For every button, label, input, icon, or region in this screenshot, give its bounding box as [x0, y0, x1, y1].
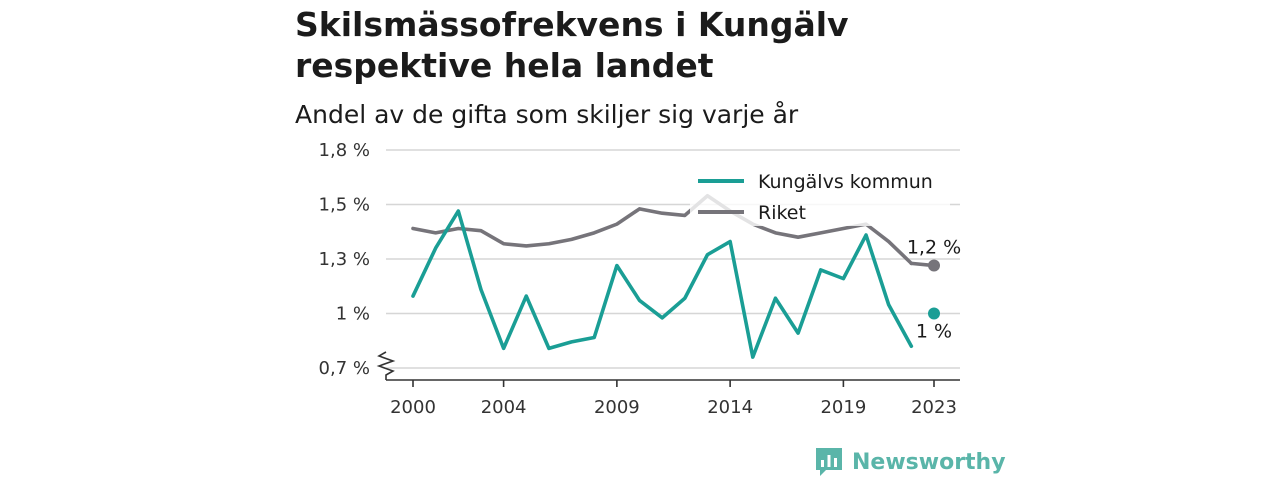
x-tick-label: 2014 — [707, 397, 753, 418]
legend-label-kungalv: Kungälvs kommun — [758, 171, 933, 193]
axis-break-icon — [376, 351, 396, 380]
kungalv-line — [411, 209, 914, 359]
riket-end-point — [928, 259, 940, 272]
y-tick-label: 1 % — [336, 304, 370, 325]
x-tick-label: 2023 — [911, 397, 957, 418]
chart-title: Skilsmässofrekvens i Kungälv respektive … — [295, 5, 849, 85]
x-tick-label: 2004 — [481, 397, 527, 418]
y-tick-label: 0,7 % — [319, 358, 370, 379]
kungalv-end-label: 1 % — [916, 321, 952, 343]
x-axis: 2000 2004 2009 2014 2019 2023 — [386, 379, 960, 418]
chart-subtitle: Andel av de gifta som skiljer sig varje … — [295, 100, 799, 129]
newsworthy-logo: Newsworthy — [814, 446, 1006, 478]
newsworthy-icon — [816, 448, 842, 476]
brand-name: Newsworthy — [852, 449, 1006, 475]
y-axis: 0,7 % 1 % 1,3 % 1,5 % 1,8 % — [319, 140, 396, 380]
y-tick-label: 1,5 % — [319, 195, 370, 216]
x-tick-label: 2000 — [390, 397, 436, 418]
y-tick-label: 1,8 % — [319, 140, 370, 161]
series-lines — [411, 193, 940, 359]
end-labels: 1,2 % 1 % — [907, 237, 961, 343]
riket-end-label: 1,2 % — [907, 237, 961, 259]
riket-line — [411, 193, 914, 266]
y-tick-label: 1,3 % — [319, 249, 370, 270]
legend-background — [690, 164, 950, 226]
legend-label-riket: Riket — [758, 202, 806, 224]
kungalv-end-point — [928, 307, 940, 320]
legend: Kungälvs kommun Riket — [690, 164, 950, 226]
x-tick-label: 2009 — [594, 397, 640, 418]
x-tick-label: 2019 — [820, 397, 866, 418]
